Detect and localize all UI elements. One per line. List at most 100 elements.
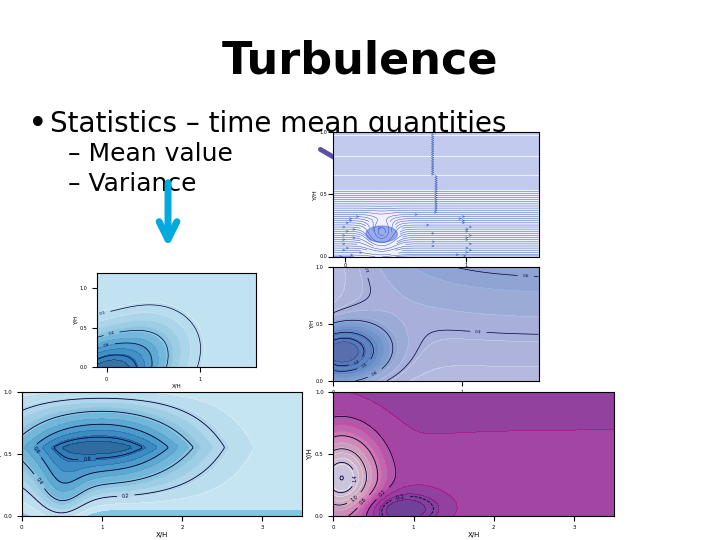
FancyArrowPatch shape: [415, 213, 417, 215]
FancyArrowPatch shape: [353, 228, 355, 231]
FancyArrowPatch shape: [431, 152, 433, 154]
FancyArrowPatch shape: [379, 227, 381, 229]
FancyArrowPatch shape: [431, 173, 433, 176]
FancyArrowPatch shape: [466, 228, 468, 230]
FancyArrowPatch shape: [435, 197, 437, 199]
FancyArrowPatch shape: [435, 207, 437, 209]
Y-axis label: Y/H: Y/H: [73, 315, 78, 325]
FancyArrowPatch shape: [349, 218, 351, 220]
Polygon shape: [366, 226, 397, 242]
FancyArrowPatch shape: [469, 249, 472, 251]
FancyArrowPatch shape: [435, 201, 437, 203]
FancyArrowPatch shape: [343, 234, 345, 237]
FancyArrowPatch shape: [435, 209, 437, 211]
X-axis label: X/H: X/H: [467, 532, 480, 538]
FancyArrowPatch shape: [431, 136, 433, 138]
Text: Statistics – time mean quantities: Statistics – time mean quantities: [50, 110, 506, 138]
FancyArrowPatch shape: [435, 202, 437, 205]
Text: 1.2: 1.2: [353, 359, 360, 366]
Text: 0.6: 0.6: [359, 497, 368, 506]
Text: 1.0: 1.0: [361, 361, 369, 368]
Text: 0.1: 0.1: [99, 310, 106, 316]
FancyArrowPatch shape: [435, 186, 437, 188]
FancyArrowPatch shape: [431, 154, 433, 157]
FancyArrowPatch shape: [431, 146, 433, 148]
Text: 0.3: 0.3: [475, 329, 482, 334]
X-axis label: X/H: X/H: [171, 383, 181, 388]
FancyArrowPatch shape: [469, 243, 472, 245]
Text: 0.3: 0.3: [362, 266, 368, 274]
FancyArrowPatch shape: [435, 192, 437, 194]
FancyArrowPatch shape: [435, 182, 437, 184]
FancyArrowPatch shape: [435, 176, 437, 178]
Text: 0.8: 0.8: [83, 456, 91, 462]
FancyArrowPatch shape: [349, 220, 351, 222]
FancyArrowPatch shape: [431, 138, 433, 140]
FancyArrowPatch shape: [346, 247, 348, 249]
FancyArrowPatch shape: [343, 243, 345, 245]
FancyArrowPatch shape: [435, 131, 437, 133]
Text: – Variance: – Variance: [68, 172, 197, 196]
FancyArrowPatch shape: [340, 255, 342, 258]
FancyArrowPatch shape: [431, 171, 433, 173]
FancyArrowPatch shape: [431, 133, 433, 136]
Text: 0.4: 0.4: [108, 331, 115, 336]
FancyArrowPatch shape: [435, 190, 437, 192]
FancyArrowPatch shape: [459, 218, 461, 220]
FancyArrowPatch shape: [431, 141, 433, 144]
Text: 1.0: 1.0: [350, 494, 359, 503]
Y-axis label: Y/H: Y/H: [307, 448, 313, 460]
FancyArrowPatch shape: [435, 194, 437, 197]
FancyArrowPatch shape: [356, 215, 359, 218]
X-axis label: X/H: X/H: [156, 532, 168, 538]
FancyArrowPatch shape: [466, 247, 468, 249]
FancyArrowPatch shape: [431, 150, 433, 152]
FancyArrowPatch shape: [466, 230, 468, 232]
FancyArrowPatch shape: [432, 232, 434, 234]
Text: – Mean value: – Mean value: [68, 142, 233, 166]
FancyArrowPatch shape: [462, 220, 464, 222]
Y-axis label: Y/H: Y/H: [310, 319, 315, 329]
FancyArrowPatch shape: [343, 226, 345, 228]
FancyArrowPatch shape: [431, 169, 433, 171]
FancyArrowPatch shape: [346, 222, 348, 224]
FancyArrowPatch shape: [343, 239, 345, 241]
FancyArrowPatch shape: [435, 205, 437, 207]
FancyArrowPatch shape: [431, 159, 433, 161]
FancyArrowPatch shape: [432, 245, 434, 247]
FancyArrowPatch shape: [462, 215, 464, 218]
Text: •: •: [28, 108, 48, 141]
Text: 0.4: 0.4: [35, 477, 43, 486]
FancyArrowPatch shape: [434, 211, 436, 213]
FancyArrowPatch shape: [346, 230, 348, 232]
FancyArrowPatch shape: [432, 241, 434, 243]
Text: 0.6: 0.6: [372, 370, 379, 377]
Y-axis label: Y/H: Y/H: [0, 448, 1, 460]
FancyArrowPatch shape: [435, 178, 437, 180]
X-axis label: X/H: X/H: [431, 397, 441, 402]
FancyArrowPatch shape: [463, 255, 466, 257]
FancyArrowPatch shape: [431, 157, 433, 159]
Text: 0.6: 0.6: [103, 342, 110, 348]
Y-axis label: Y/H: Y/H: [313, 189, 318, 200]
Text: 0.2: 0.2: [378, 489, 387, 498]
FancyArrowPatch shape: [456, 254, 458, 256]
FancyArrowPatch shape: [343, 249, 345, 251]
Text: 0.6: 0.6: [32, 446, 40, 455]
Text: 1.4: 1.4: [352, 474, 358, 482]
FancyArrowPatch shape: [435, 199, 437, 201]
FancyArrowPatch shape: [462, 222, 464, 224]
Text: 0.6: 0.6: [523, 274, 529, 278]
FancyArrowPatch shape: [350, 254, 353, 256]
FancyArrowPatch shape: [431, 148, 433, 150]
FancyArrowPatch shape: [466, 251, 468, 253]
FancyArrowPatch shape: [466, 239, 468, 241]
FancyArrowPatch shape: [431, 161, 433, 163]
Text: Turbulence: Turbulence: [222, 40, 498, 83]
Text: -0.2: -0.2: [395, 494, 405, 501]
FancyArrowPatch shape: [469, 226, 472, 228]
Text: 0.2: 0.2: [122, 493, 130, 498]
FancyArrowPatch shape: [431, 140, 433, 142]
FancyArrowPatch shape: [469, 234, 472, 237]
FancyArrowPatch shape: [466, 237, 468, 239]
